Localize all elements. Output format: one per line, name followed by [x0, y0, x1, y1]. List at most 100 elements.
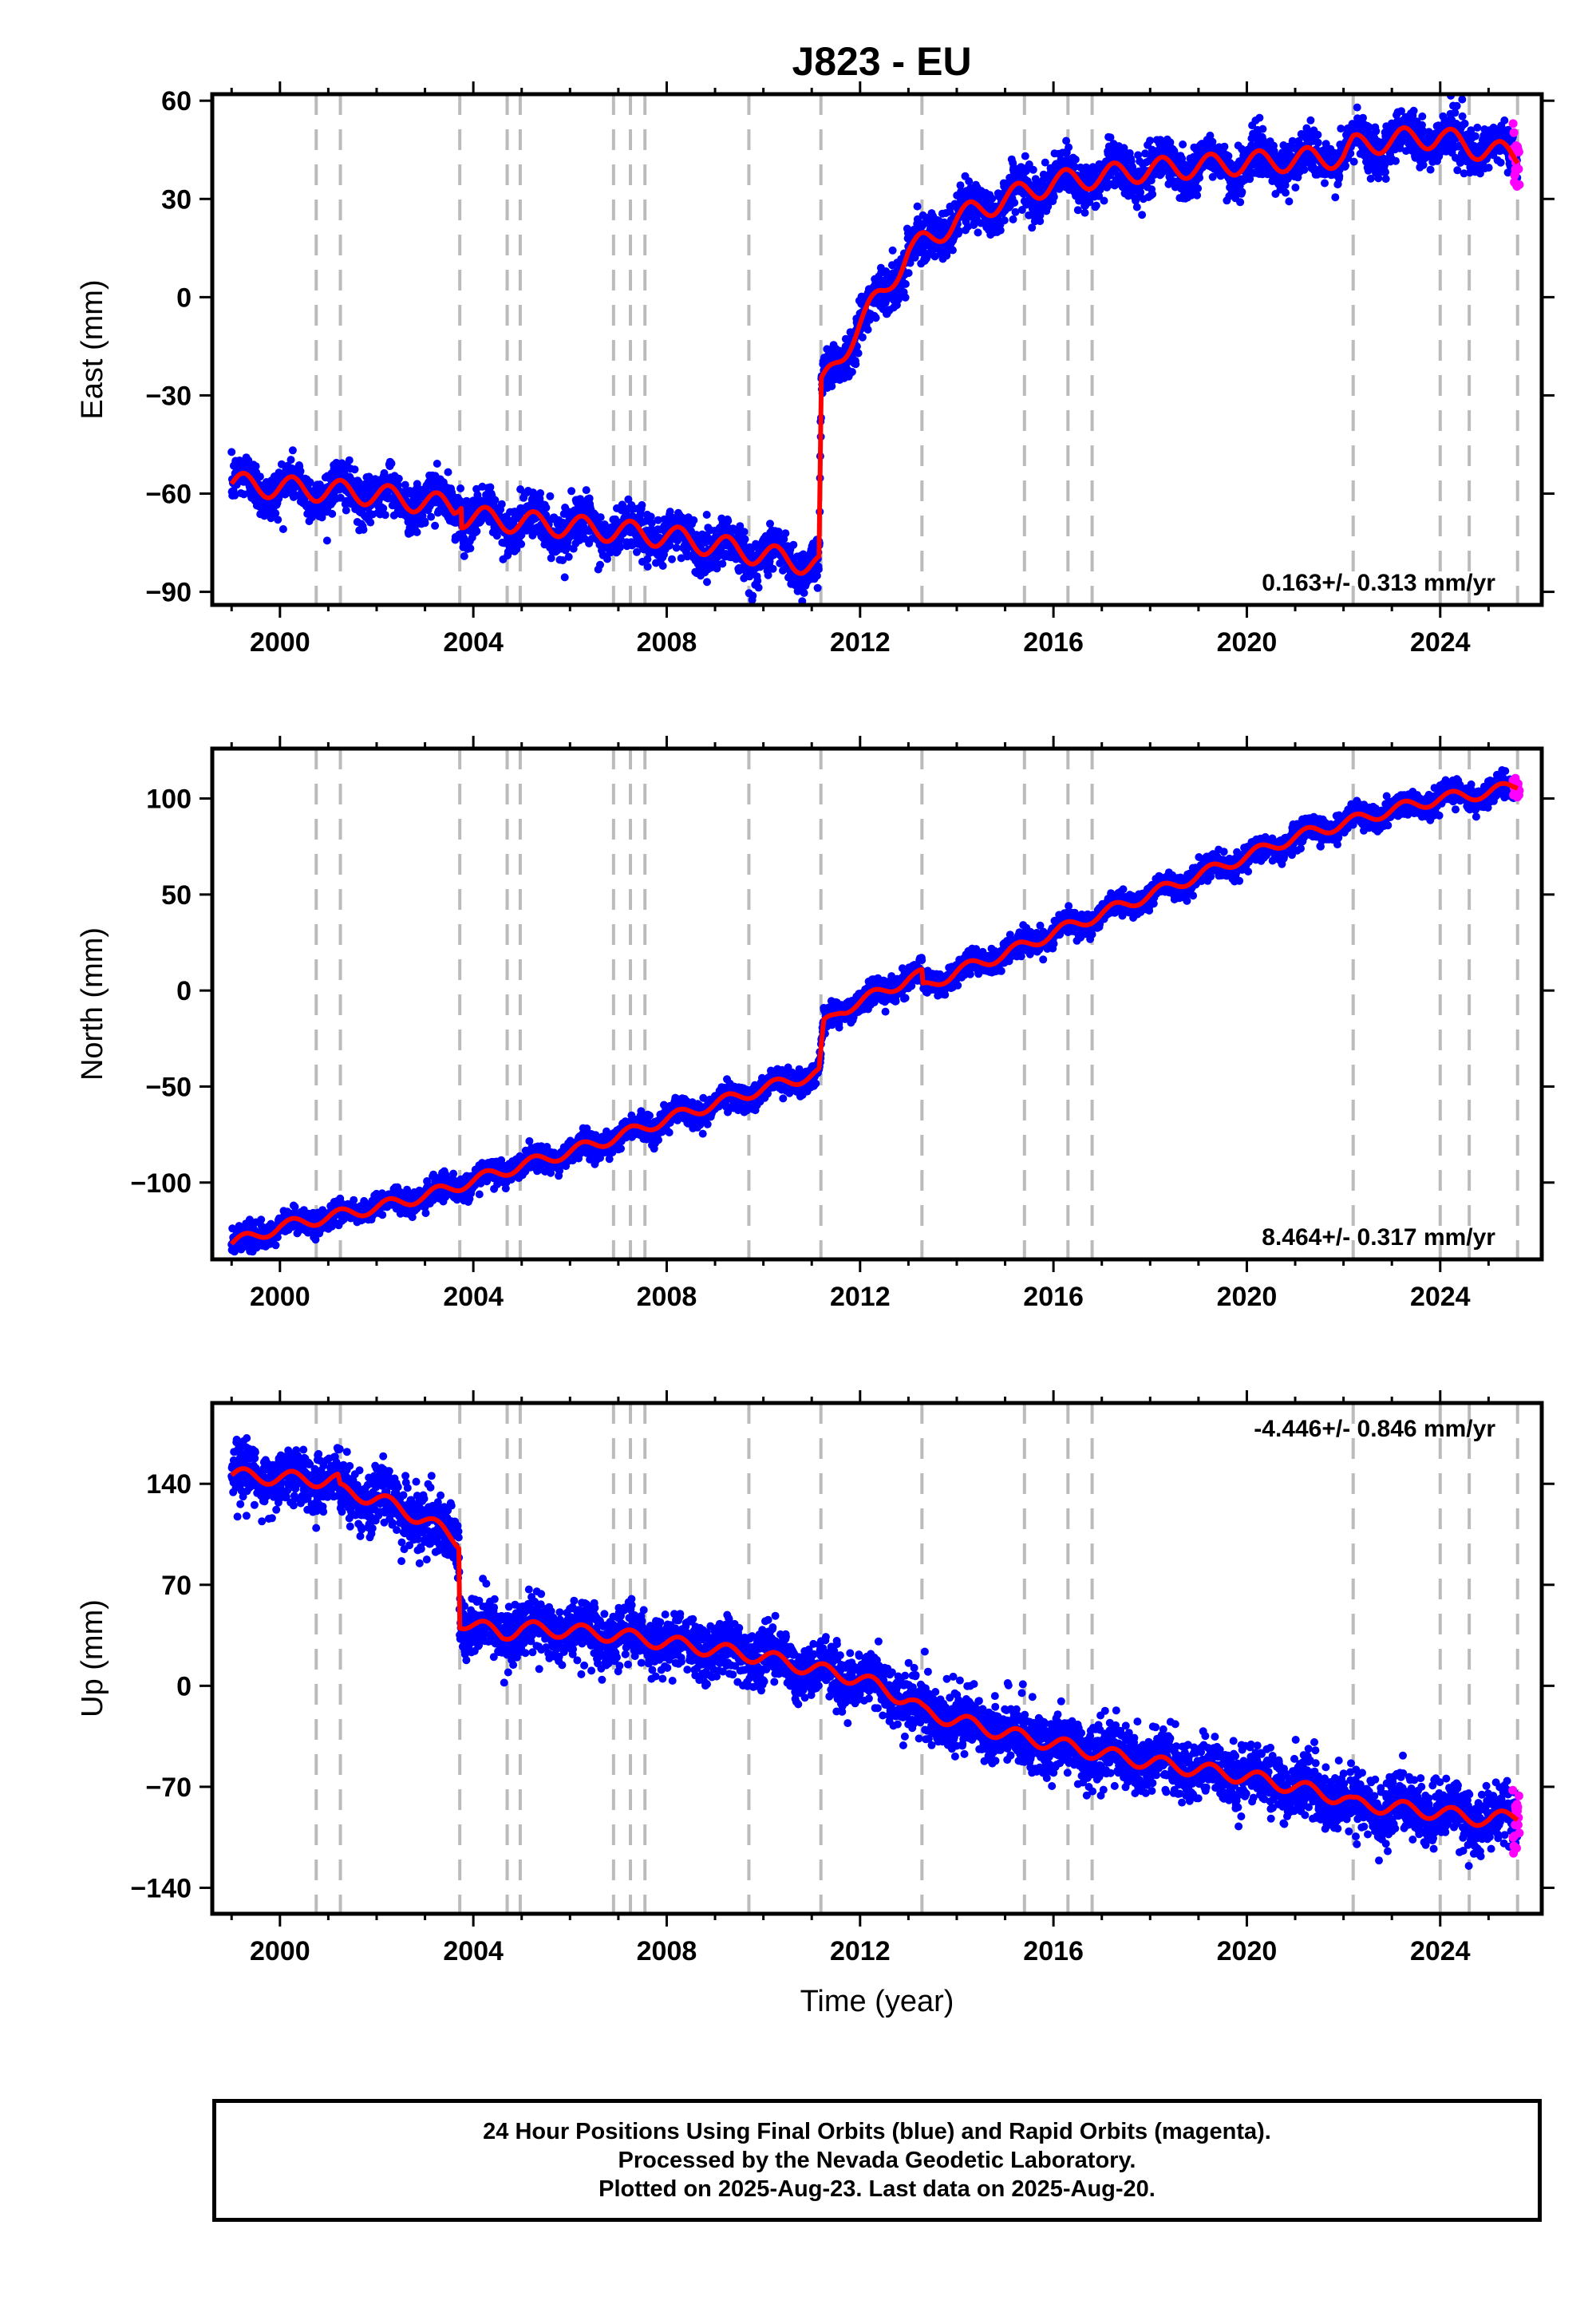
final-point [1314, 138, 1322, 147]
final-point [546, 492, 555, 500]
final-point [359, 525, 368, 534]
final-point [433, 460, 441, 468]
final-point [766, 520, 774, 528]
final-point [560, 573, 569, 582]
final-point [888, 246, 897, 255]
final-point [736, 522, 745, 531]
x-tick-label: 2024 [1410, 627, 1471, 658]
final-point [1236, 198, 1245, 207]
final-point [1009, 215, 1017, 223]
final-point [851, 360, 860, 369]
final-point [497, 500, 506, 508]
final-point [894, 295, 903, 304]
final-point [703, 578, 711, 587]
final-point [1092, 201, 1100, 210]
final-point [444, 468, 452, 476]
final-point [421, 519, 429, 528]
final-point [702, 511, 711, 519]
final-point [1314, 130, 1322, 139]
final-point [1471, 132, 1479, 140]
final-point [1341, 161, 1349, 170]
final-point [871, 314, 880, 322]
final-point [854, 349, 863, 358]
final-point [1148, 190, 1157, 199]
final-point [724, 516, 733, 525]
final-point [1321, 179, 1329, 188]
final-point [988, 194, 997, 203]
final-point [328, 509, 337, 518]
final-point [913, 202, 922, 211]
plot-area [227, 94, 1524, 605]
final-point [749, 591, 757, 600]
final-point [1331, 193, 1340, 202]
final-point [1452, 101, 1461, 110]
panel-2: 2000 2004 2008 2012 2016 2020 2024100500−50−10… [76, 736, 1555, 1312]
rapid-point [1515, 180, 1524, 189]
final-point [413, 528, 421, 536]
final-point [948, 246, 957, 255]
final-point [394, 474, 403, 483]
final-point [1138, 211, 1147, 219]
final-point [974, 228, 982, 237]
y-axis-label: East (mm) [76, 279, 109, 419]
rate-label: 0.163+/- 0.313 mm/yr [1262, 570, 1495, 596]
final-point [1071, 155, 1080, 164]
final-point [582, 486, 591, 495]
final-point [689, 516, 698, 524]
final-point [1073, 206, 1082, 215]
final-point [1291, 184, 1300, 192]
final-point [1458, 112, 1467, 121]
final-point [814, 565, 823, 574]
final-point [666, 541, 674, 550]
y-tick-label: −60 [145, 480, 192, 510]
final-point [616, 543, 624, 551]
final-point [342, 506, 350, 515]
final-point [1282, 188, 1290, 197]
final-point [677, 554, 685, 563]
final-point [322, 536, 331, 545]
y-tick-label: −30 [145, 381, 192, 411]
final-point [1000, 216, 1009, 225]
final-point [1496, 158, 1505, 167]
final-point [255, 472, 264, 481]
final-point [387, 459, 396, 468]
final-point [858, 333, 867, 342]
final-point [1029, 165, 1037, 174]
final-point [466, 544, 475, 553]
final-point [1224, 152, 1233, 160]
final-point [718, 559, 727, 568]
final-point [800, 589, 808, 597]
final-point [901, 279, 910, 288]
final-point [517, 531, 526, 539]
final-point [517, 539, 526, 548]
rapid-point [1509, 128, 1519, 137]
final-point [863, 326, 872, 334]
final-point [564, 552, 573, 561]
final-point [379, 504, 388, 512]
x-tick-label: 2004 [443, 627, 504, 658]
final-point [883, 295, 891, 304]
final-point [647, 519, 656, 528]
final-point [279, 525, 287, 533]
final-point [1500, 116, 1509, 124]
final-point [366, 518, 375, 527]
final-point [643, 563, 652, 571]
final-point [901, 293, 910, 302]
final-point [764, 571, 772, 579]
final-point [1193, 191, 1202, 200]
final-point [486, 483, 495, 492]
final-point [741, 535, 749, 543]
final-point [227, 448, 236, 456]
final-point [306, 478, 314, 487]
final-point [350, 465, 359, 474]
rapid-point [1514, 147, 1523, 156]
final-point [318, 513, 326, 522]
final-point [754, 583, 763, 592]
final-point [1021, 152, 1029, 160]
final-point [1146, 136, 1155, 145]
x-tick-label: 2016 [1023, 627, 1084, 658]
final-point [1285, 197, 1294, 206]
final-point [1220, 142, 1229, 151]
final-point [1238, 188, 1246, 196]
final-point [1179, 140, 1187, 148]
